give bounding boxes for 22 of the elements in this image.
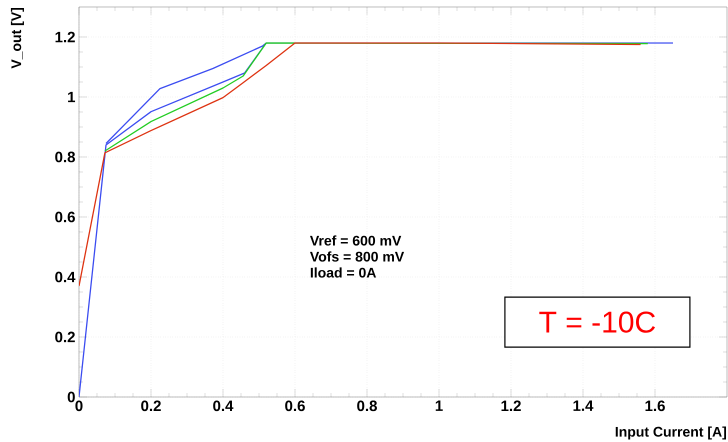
y-axis-title: V_out [V] [10, 8, 24, 69]
annotation: Iload = 0A [310, 267, 376, 278]
y-tick-label: 0 [68, 392, 75, 402]
y-tick-label: 0.4 [55, 272, 76, 282]
y-tick-label: 1 [68, 92, 76, 102]
x-tick-label: 0.2 [141, 400, 161, 412]
y-tick-label: 0.8 [55, 152, 75, 162]
annotation: Vofs = 800 mV [310, 251, 404, 262]
x-tick-label: 0.8 [357, 400, 377, 412]
x-axis-title: Input Current [A] [616, 426, 726, 440]
y-tick-label: 1.2 [56, 32, 75, 42]
x-tick-label: 1 [436, 400, 443, 411]
y-tick-label: 0.6 [55, 212, 75, 222]
x-tick-label: 1.2 [502, 400, 521, 412]
x-tick-label: 1.4 [574, 400, 594, 411]
x-tick-label: 0 [75, 400, 83, 412]
x-tick-label: 0.4 [213, 400, 234, 412]
annotation: Vref = 600 mV [310, 235, 402, 246]
x-tick-label: 1.6 [646, 400, 665, 412]
x-tick-label: 0.6 [285, 400, 305, 412]
y-tick-label: 0.2 [55, 332, 75, 342]
annotation: T = -10C [539, 311, 656, 333]
